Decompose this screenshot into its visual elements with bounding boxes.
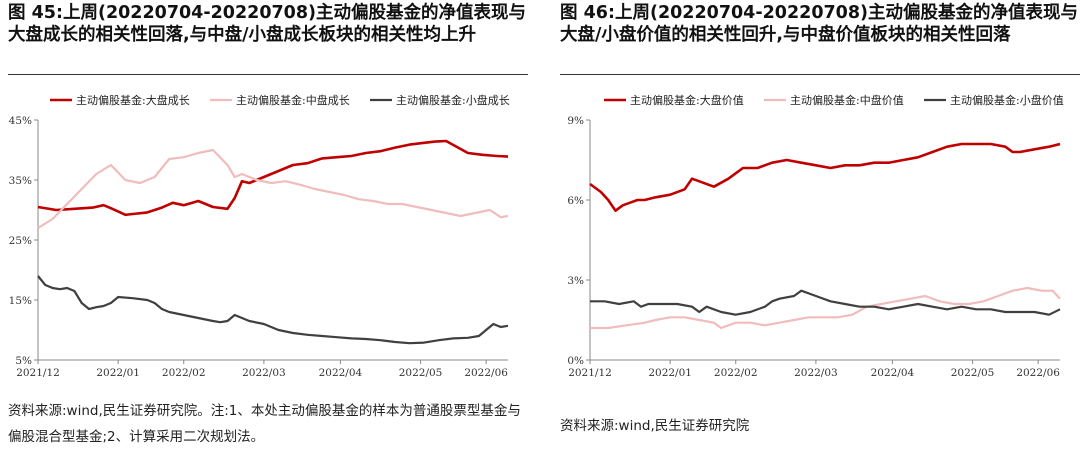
legend-label: 主动偏股基金:大盘价值 bbox=[630, 93, 744, 107]
series-line bbox=[37, 139, 509, 217]
series-line bbox=[590, 286, 1061, 330]
x-tick-label: 2022/06 bbox=[464, 367, 508, 379]
x-tick-label: 2022/04 bbox=[871, 367, 915, 379]
legend: 主动偏股基金:大盘价值 主动偏股基金:中盘价值 主动偏股基金:小盘价值 bbox=[604, 93, 1064, 107]
figure-title: 图 46:上周(20220704-20220708)主动偏股基金的净值表现与大盘… bbox=[560, 3, 1079, 45]
y-tick-label: 45% bbox=[9, 115, 32, 127]
y-tick-label: 3% bbox=[567, 275, 584, 287]
line-chart-value: 主动偏股基金:大盘价值 主动偏股基金:中盘价值 主动偏股基金:小盘价值 0% 3% 6% 9… bbox=[567, 93, 1064, 379]
legend-item: 主动偏股基金:小盘成长 bbox=[370, 93, 510, 107]
x-tick-label: 2022/02 bbox=[162, 367, 206, 379]
source-note: 资料来源:wind,民生证券研究院。注:1、本处主动偏股基金的样本为普通股票型基… bbox=[8, 403, 521, 445]
y-tick-label: 25% bbox=[9, 235, 32, 247]
title-divider bbox=[560, 74, 1080, 75]
x-tick-label: 2022/01 bbox=[648, 367, 692, 379]
x-tick-label: 2022/04 bbox=[319, 367, 363, 379]
legend-item: 主动偏股基金:小盘价值 bbox=[924, 93, 1064, 107]
y-tick-label: 5% bbox=[15, 355, 32, 367]
y-tick-label: 9% bbox=[567, 115, 584, 127]
legend-item: 主动偏股基金:中盘价值 bbox=[764, 93, 904, 107]
y-tick-label: 15% bbox=[9, 295, 32, 307]
series-line bbox=[37, 275, 509, 345]
y-tick-label: 35% bbox=[9, 175, 32, 187]
legend-label: 主动偏股基金:大盘成长 bbox=[76, 93, 190, 107]
x-tick-label: 2022/06 bbox=[1016, 367, 1060, 379]
y-tick-label: 6% bbox=[567, 195, 584, 207]
title-divider bbox=[8, 74, 528, 75]
legend-item: 主动偏股基金:大盘成长 bbox=[50, 93, 190, 107]
chart-panel-46: 图 46:上周(20220704-20220708)主动偏股基金的净值表现与大盘… bbox=[560, 0, 1080, 452]
source-note: 资料来源:wind,民生证券研究院 bbox=[560, 418, 750, 434]
series-line bbox=[590, 289, 1061, 316]
x-tick-label: 2022/02 bbox=[714, 367, 758, 379]
y-tick-label: 0% bbox=[567, 355, 584, 367]
x-tick-label: 2022/03 bbox=[242, 367, 286, 379]
figure-title: 图 45:上周(20220704-20220708)主动偏股基金的净值表现与大盘… bbox=[8, 3, 527, 45]
series-line bbox=[37, 148, 509, 229]
legend-label: 主动偏股基金:中盘价值 bbox=[790, 93, 904, 107]
x-tick-label: 2021/12 bbox=[16, 367, 60, 379]
x-tick-label: 2022/03 bbox=[794, 367, 838, 379]
legend: 主动偏股基金:大盘成长 主动偏股基金:中盘成长 主动偏股基金:小盘成长 bbox=[50, 93, 510, 107]
line-chart-growth: 主动偏股基金:大盘成长 主动偏股基金:中盘成长 主动偏股基金:小盘成长 5% 15% 25… bbox=[9, 93, 510, 379]
x-tick-label: 2022/05 bbox=[399, 367, 443, 379]
x-tick-label: 2022/01 bbox=[96, 367, 140, 379]
legend-item: 主动偏股基金:大盘价值 bbox=[604, 93, 744, 107]
legend-item: 主动偏股基金:中盘成长 bbox=[210, 93, 350, 107]
series-line bbox=[589, 142, 1061, 212]
legend-label: 主动偏股基金:中盘成长 bbox=[236, 93, 350, 107]
x-tick-label: 2022/05 bbox=[951, 367, 995, 379]
legend-label: 主动偏股基金:小盘价值 bbox=[950, 93, 1064, 107]
x-tick-label: 2021/12 bbox=[568, 367, 612, 379]
legend-label: 主动偏股基金:小盘成长 bbox=[396, 93, 510, 107]
chart-panel-45: 图 45:上周(20220704-20220708)主动偏股基金的净值表现与大盘… bbox=[8, 0, 528, 452]
